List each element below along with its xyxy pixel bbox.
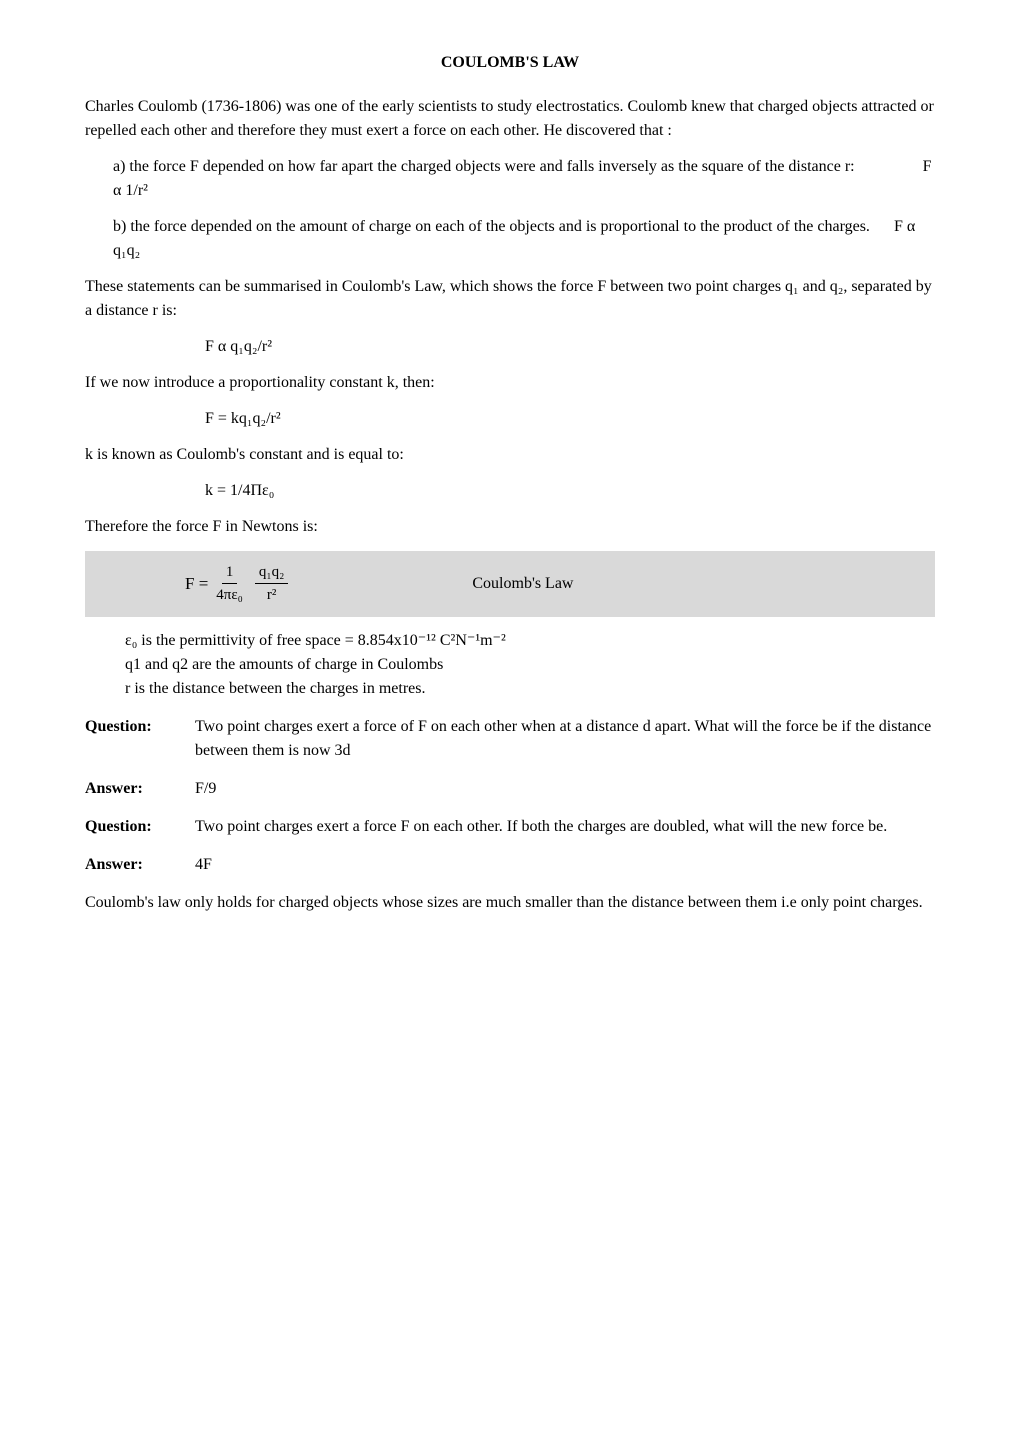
frac2-den: r²	[263, 584, 281, 607]
question-1-label: Question:	[85, 715, 195, 739]
answer-1-text: F/9	[195, 777, 935, 801]
question-2-row: Question: Two point charges exert a forc…	[85, 815, 935, 839]
frac1-den: 4πε₀	[212, 584, 247, 607]
q-definition: q1 and q2 are the amounts of charge in C…	[125, 653, 935, 677]
formula-proportional: F α q₁q₂/r²	[205, 335, 935, 359]
coulomb-law-box: F = 1 4πε₀ q₁q₂ r² Coulomb's Law	[85, 551, 935, 617]
fraction-1: 1 4πε₀	[212, 561, 247, 607]
answer-2-label: Answer:	[85, 853, 195, 877]
coulomb-law-label: Coulomb's Law	[472, 572, 573, 596]
item-a-text: a) the force F depended on how far apart…	[113, 158, 855, 175]
list-item-b: b) the force depended on the amount of c…	[113, 215, 935, 263]
summary-paragraph: These statements can be summarised in Co…	[85, 275, 935, 323]
page-title: COULOMB'S LAW	[85, 51, 935, 75]
coulomb-formula: F = 1 4πε₀ q₁q₂ r²	[185, 561, 292, 607]
answer-2-text: 4F	[195, 853, 935, 877]
final-paragraph: Coulomb's law only holds for charged obj…	[85, 891, 935, 915]
answer-2-row: Answer: 4F	[85, 853, 935, 877]
question-2-text: Two point charges exert a force F on eac…	[195, 815, 935, 839]
intro-paragraph: Charles Coulomb (1736-1806) was one of t…	[85, 95, 935, 143]
formula-f-eq: F =	[185, 571, 208, 597]
answer-1-row: Answer: F/9	[85, 777, 935, 801]
constant-paragraph: If we now introduce a proportionality co…	[85, 371, 935, 395]
epsilon-definition: ε₀ is the permittivity of free space = 8…	[125, 629, 935, 653]
question-1-row: Question: Two point charges exert a forc…	[85, 715, 935, 763]
definitions-block: ε₀ is the permittivity of free space = 8…	[125, 629, 935, 701]
therefore-paragraph: Therefore the force F in Newtons is:	[85, 515, 935, 539]
formula-k-value: k = 1/4Πε₀	[205, 479, 935, 503]
fraction-2: q₁q₂ r²	[255, 561, 288, 607]
item-b-text: b) the force depended on the amount of c…	[113, 218, 870, 235]
frac1-num: 1	[222, 561, 238, 585]
formula-with-k: F = kq₁q₂/r²	[205, 407, 935, 431]
list-item-a: a) the force F depended on how far apart…	[113, 155, 935, 203]
r-definition: r is the distance between the charges in…	[125, 677, 935, 701]
frac2-num: q₁q₂	[255, 561, 288, 585]
answer-1-label: Answer:	[85, 777, 195, 801]
question-2-label: Question:	[85, 815, 195, 839]
question-1-text: Two point charges exert a force of F on …	[195, 715, 935, 763]
k-paragraph: k is known as Coulomb's constant and is …	[85, 443, 935, 467]
